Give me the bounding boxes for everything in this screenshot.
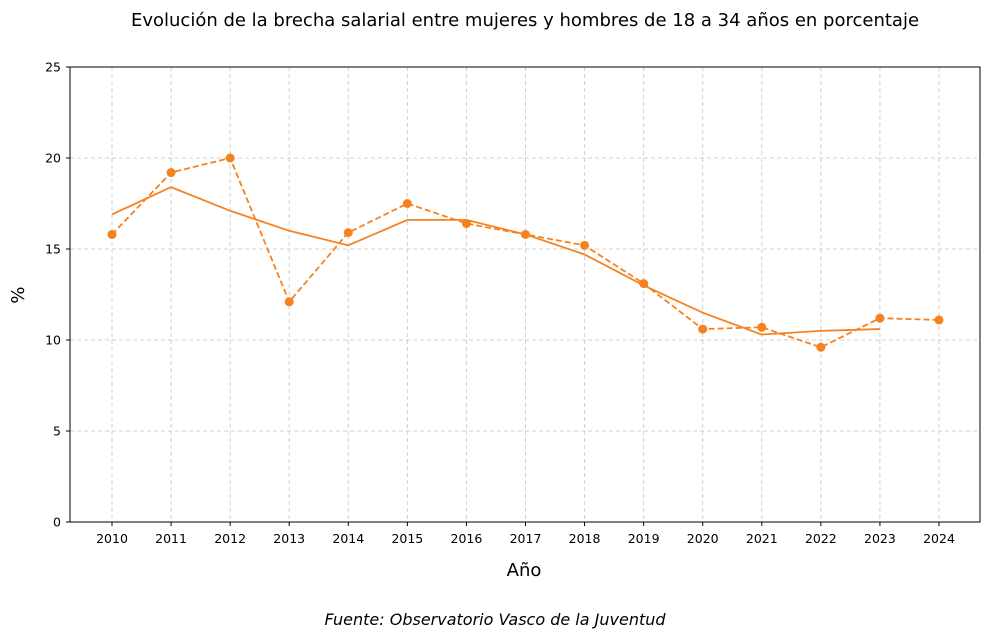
- y-axis-label: %: [8, 286, 29, 303]
- y-tick-label: 5: [53, 424, 61, 439]
- source-note: Fuente: Observatorio Vasco de la Juventu…: [324, 610, 666, 629]
- y-tick-label: 20: [45, 151, 61, 166]
- x-tick-label: 2010: [96, 531, 128, 546]
- data-point: [107, 229, 117, 239]
- data-point: [757, 322, 767, 332]
- data-point: [284, 297, 294, 307]
- x-tick-label: 2024: [923, 531, 955, 546]
- data-point: [875, 313, 885, 323]
- data-point: [166, 168, 176, 178]
- x-tick-label: 2016: [451, 531, 483, 546]
- x-tick-label: 2021: [746, 531, 778, 546]
- x-tick-label: 2013: [273, 531, 305, 546]
- data-point: [343, 228, 353, 238]
- x-tick-label: 2020: [687, 531, 719, 546]
- data-point: [402, 199, 412, 208]
- data-point: [698, 324, 708, 334]
- y-tick-label: 25: [45, 60, 61, 75]
- series-line-solid: [111, 186, 880, 336]
- x-tick-label: 2011: [155, 531, 187, 546]
- x-axis-label: Año: [507, 560, 542, 581]
- data-point: [934, 315, 944, 325]
- data-point: [816, 342, 826, 352]
- chart-title: Evolución de la brecha salarial entre mu…: [131, 10, 919, 31]
- y-tick-label: 15: [45, 242, 61, 257]
- x-tick-label: 2012: [214, 531, 246, 546]
- x-tick-label: 2015: [391, 531, 423, 546]
- x-tick-label: 2014: [332, 531, 364, 546]
- x-tick-label: 2023: [864, 531, 896, 546]
- data-point: [580, 240, 590, 250]
- x-tick-label: 2022: [805, 531, 837, 546]
- data-point: [225, 153, 235, 163]
- x-tick-label: 2017: [510, 531, 542, 546]
- x-tick-label: 2019: [628, 531, 660, 546]
- x-tick-label: 2018: [569, 531, 601, 546]
- y-tick-label: 0: [53, 515, 61, 530]
- y-tick-label: 10: [45, 333, 61, 348]
